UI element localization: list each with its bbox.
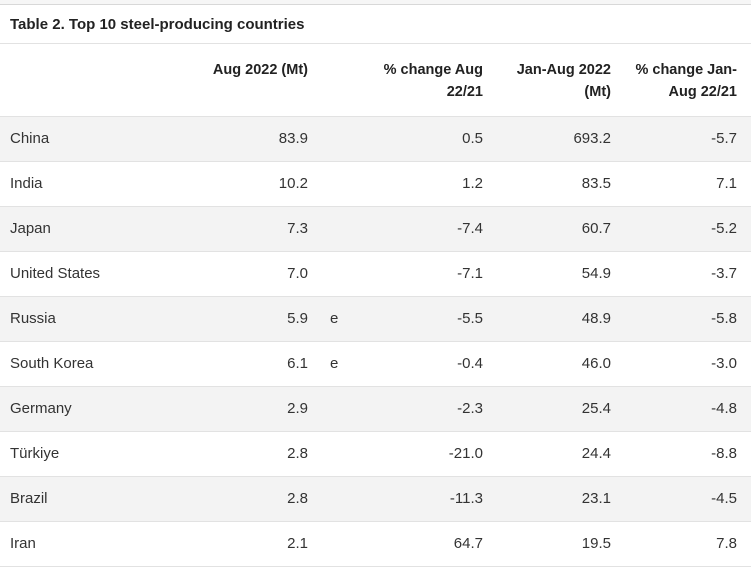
jan-aug-2022-mt-cell: 23.1 <box>483 476 611 522</box>
estimate-marker-cell: e <box>308 341 350 387</box>
aug-2022-mt-cell: 2.1 <box>190 521 308 567</box>
table-row: Türkiye 2.8 -21.0 24.4 -8.8 <box>0 431 751 477</box>
estimate-marker-cell <box>308 161 350 207</box>
table-row: Japan 7.3 -7.4 60.7 -5.2 <box>0 206 751 252</box>
aug-2022-mt-cell: 2.9 <box>190 386 308 432</box>
aug-2022-mt-cell: 7.3 <box>190 206 308 252</box>
estimate-marker-cell: e <box>308 296 350 342</box>
country-cell: Iran <box>0 521 190 567</box>
pct-change-aug-cell: 0.5 <box>350 116 483 162</box>
header-country <box>0 44 190 117</box>
header-pct-change-aug: % change Aug 22/21 <box>350 44 483 117</box>
pct-change-jan-aug-cell: -8.8 <box>611 431 751 477</box>
table-row: India 10.2 1.2 83.5 7.1 <box>0 161 751 207</box>
aug-2022-mt-cell: 6.1 <box>190 341 308 387</box>
header-row: Aug 2022 (Mt) % change Aug 22/21 Jan-Aug… <box>0 44 751 117</box>
estimate-marker-cell <box>308 116 350 162</box>
aug-2022-mt-cell: 83.9 <box>190 116 308 162</box>
country-cell: India <box>0 161 190 207</box>
country-cell: United States <box>0 251 190 297</box>
estimate-marker-cell <box>308 476 350 522</box>
header-pct-change-jan-aug: % change Jan- Aug 22/21 <box>611 44 751 117</box>
jan-aug-2022-mt-cell: 24.4 <box>483 431 611 477</box>
country-cell: Türkiye <box>0 431 190 477</box>
pct-change-jan-aug-cell: -3.0 <box>611 341 751 387</box>
pct-change-jan-aug-cell: 7.8 <box>611 521 751 567</box>
jan-aug-2022-mt-cell: 693.2 <box>483 116 611 162</box>
estimate-marker-cell <box>308 431 350 477</box>
jan-aug-2022-mt-cell: 83.5 <box>483 161 611 207</box>
country-cell: Japan <box>0 206 190 252</box>
jan-aug-2022-mt-cell: 25.4 <box>483 386 611 432</box>
table-row: Germany 2.9 -2.3 25.4 -4.8 <box>0 386 751 432</box>
top-divider <box>0 0 751 5</box>
header-aug-2022-mt: Aug 2022 (Mt) <box>190 44 308 117</box>
jan-aug-2022-mt-cell: 19.5 <box>483 521 611 567</box>
pct-change-aug-cell: -11.3 <box>350 476 483 522</box>
pct-change-aug-cell: 64.7 <box>350 521 483 567</box>
aug-2022-mt-cell: 2.8 <box>190 476 308 522</box>
aug-2022-mt-cell: 7.0 <box>190 251 308 297</box>
jan-aug-2022-mt-cell: 46.0 <box>483 341 611 387</box>
pct-change-jan-aug-cell: -5.7 <box>611 116 751 162</box>
pct-change-aug-cell: -21.0 <box>350 431 483 477</box>
pct-change-aug-cell: -0.4 <box>350 341 483 387</box>
country-cell: China <box>0 116 190 162</box>
pct-change-aug-cell: -7.4 <box>350 206 483 252</box>
aug-2022-mt-cell: 10.2 <box>190 161 308 207</box>
aug-2022-mt-cell: 5.9 <box>190 296 308 342</box>
jan-aug-2022-mt-cell: 60.7 <box>483 206 611 252</box>
jan-aug-2022-mt-cell: 48.9 <box>483 296 611 342</box>
pct-change-jan-aug-cell: -5.2 <box>611 206 751 252</box>
steel-production-table: Aug 2022 (Mt) % change Aug 22/21 Jan-Aug… <box>0 44 751 567</box>
pct-change-aug-cell: 1.2 <box>350 161 483 207</box>
table-row: Russia 5.9 e -5.5 48.9 -5.8 <box>0 296 751 342</box>
pct-change-aug-cell: -5.5 <box>350 296 483 342</box>
table-row: South Korea 6.1 e -0.4 46.0 -3.0 <box>0 341 751 387</box>
table-row: China 83.9 0.5 693.2 -5.7 <box>0 116 751 162</box>
header-jan-aug-2022-mt: Jan-Aug 2022 (Mt) <box>483 44 611 117</box>
pct-change-jan-aug-cell: -4.5 <box>611 476 751 522</box>
estimate-marker-cell <box>308 386 350 432</box>
table-header: Aug 2022 (Mt) % change Aug 22/21 Jan-Aug… <box>0 44 751 117</box>
pct-change-jan-aug-cell: -5.8 <box>611 296 751 342</box>
estimate-marker-cell <box>308 521 350 567</box>
table-title: Table 2. Top 10 steel-producing countrie… <box>0 5 751 44</box>
pct-change-aug-cell: -7.1 <box>350 251 483 297</box>
jan-aug-2022-mt-cell: 54.9 <box>483 251 611 297</box>
header-marker <box>308 44 350 117</box>
country-cell: South Korea <box>0 341 190 387</box>
pct-change-jan-aug-cell: -4.8 <box>611 386 751 432</box>
country-cell: Russia <box>0 296 190 342</box>
estimate-marker-cell <box>308 206 350 252</box>
table-body: China 83.9 0.5 693.2 -5.7 India 10.2 1.2… <box>0 116 751 567</box>
table-row: Iran 2.1 64.7 19.5 7.8 <box>0 521 751 567</box>
estimate-marker-cell <box>308 251 350 297</box>
aug-2022-mt-cell: 2.8 <box>190 431 308 477</box>
table-row: United States 7.0 -7.1 54.9 -3.7 <box>0 251 751 297</box>
pct-change-jan-aug-cell: -3.7 <box>611 251 751 297</box>
country-cell: Germany <box>0 386 190 432</box>
country-cell: Brazil <box>0 476 190 522</box>
table-row: Brazil 2.8 -11.3 23.1 -4.5 <box>0 476 751 522</box>
pct-change-jan-aug-cell: 7.1 <box>611 161 751 207</box>
pct-change-aug-cell: -2.3 <box>350 386 483 432</box>
